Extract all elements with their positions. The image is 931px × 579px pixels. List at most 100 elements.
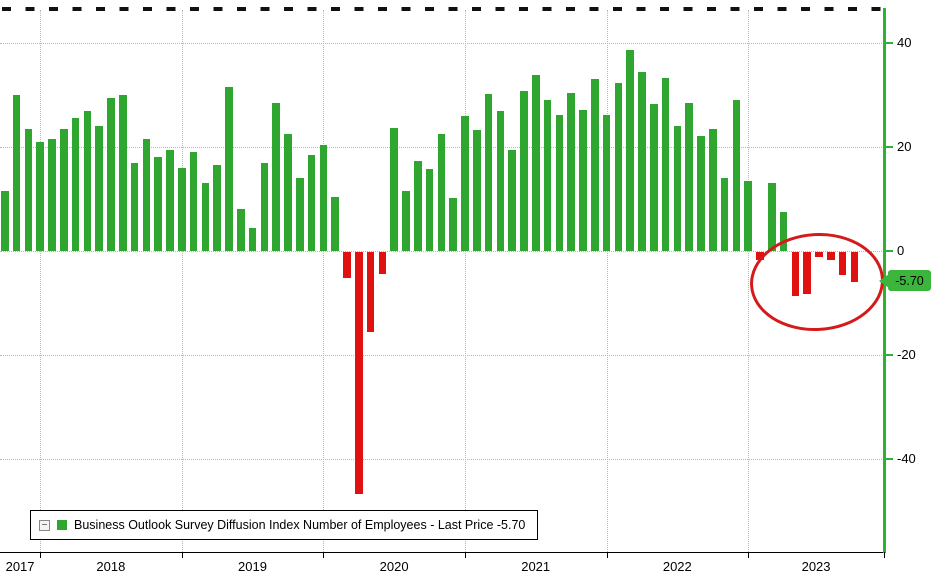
- bar: [555, 115, 564, 251]
- bar: [650, 103, 658, 251]
- bar: [355, 252, 363, 494]
- bar: [237, 209, 245, 251]
- bar: [225, 87, 233, 251]
- bar: [591, 79, 599, 251]
- x-year-label: 2019: [238, 559, 267, 574]
- bar: [366, 252, 375, 332]
- bar: [685, 102, 693, 251]
- bar: [791, 252, 800, 297]
- bar: [709, 129, 717, 251]
- bar: [838, 252, 847, 276]
- bar: [756, 252, 764, 260]
- bar: [83, 110, 92, 251]
- bar: [779, 212, 788, 251]
- y-tick-label: 0: [897, 243, 905, 258]
- bar: [850, 252, 859, 282]
- bar: [189, 152, 198, 251]
- x-year-label: 2020: [379, 559, 409, 574]
- bar: [803, 252, 811, 294]
- y-axis-tick: [884, 146, 893, 148]
- x-axis-tick: [181, 552, 183, 558]
- bar: [343, 252, 351, 278]
- bar: [437, 134, 446, 251]
- y-axis-tick: [884, 458, 893, 460]
- vertical-gridline: [181, 10, 183, 552]
- bar: [520, 91, 528, 251]
- bar: [201, 183, 210, 251]
- bar: [331, 197, 339, 251]
- last-price-flag: -5.70: [888, 270, 931, 292]
- x-axis-tick: [748, 552, 750, 558]
- bar: [744, 180, 752, 251]
- bar: [178, 167, 186, 251]
- bar: [614, 83, 623, 251]
- legend[interactable]: Business Outlook Survey Diffusion Index …: [30, 510, 539, 540]
- bar: [579, 109, 587, 251]
- y-axis-tick: [884, 354, 893, 356]
- bar: [319, 145, 328, 251]
- vertical-gridline: [748, 10, 750, 552]
- bar: [638, 71, 646, 251]
- y-tick-label: -20: [897, 347, 916, 362]
- bar: [626, 50, 634, 251]
- bar: [296, 178, 304, 251]
- bar: [673, 125, 682, 251]
- x-year-label: 2023: [801, 559, 831, 574]
- bar: [732, 99, 741, 251]
- bar: [697, 135, 705, 251]
- vertical-gridline: [606, 10, 608, 552]
- bar: [284, 134, 292, 251]
- bar: [307, 154, 316, 251]
- legend-swatch-icon: [57, 520, 67, 530]
- bar: [827, 252, 835, 260]
- x-year-label: 2018: [96, 559, 126, 574]
- y-axis-tick: [884, 250, 893, 252]
- bar: [484, 94, 493, 251]
- x-axis-tick: [884, 552, 885, 558]
- bar: [260, 162, 269, 251]
- x-axis-tick: [606, 552, 608, 558]
- bar: [1, 191, 9, 251]
- bar: [166, 149, 174, 251]
- bar: [107, 97, 115, 251]
- bar: [449, 197, 457, 251]
- bar: [119, 95, 127, 251]
- plot-area[interactable]: [0, 10, 884, 553]
- bar: [815, 252, 823, 258]
- x-axis-tick: [323, 552, 325, 558]
- bar: [661, 78, 670, 251]
- y-tick-label: 20: [897, 139, 912, 154]
- bar: [48, 139, 56, 251]
- vertical-gridline: [464, 10, 466, 552]
- x-year-label: 2022: [662, 559, 692, 574]
- bar: [71, 118, 80, 251]
- bar: [425, 169, 434, 251]
- bar: [95, 126, 103, 251]
- x-axis-tick: [464, 552, 466, 558]
- horizontal-gridline: [0, 355, 884, 356]
- bar: [461, 115, 469, 251]
- x-year-label: 2021: [521, 559, 551, 574]
- horizontal-gridline: [0, 251, 884, 252]
- vertical-gridline: [40, 10, 42, 552]
- last-price-label: -5.70: [895, 273, 924, 288]
- bar: [378, 252, 387, 275]
- vertical-gridline: [323, 10, 325, 552]
- bar: [496, 111, 505, 251]
- bar: [567, 92, 575, 251]
- bar: [154, 157, 162, 251]
- bar: [473, 129, 481, 251]
- bar: [60, 128, 68, 251]
- bar: [248, 227, 257, 251]
- x-year-label: 2017: [5, 559, 35, 574]
- bar: [720, 178, 729, 251]
- bar: [12, 95, 21, 251]
- bar: [213, 165, 221, 251]
- bar: [402, 190, 410, 251]
- bar: [543, 100, 552, 251]
- last-price-pointer: [879, 273, 889, 288]
- top-axis-ticks: [2, 7, 884, 11]
- legend-toggle-icon[interactable]: [39, 519, 50, 531]
- horizontal-gridline: [0, 459, 884, 460]
